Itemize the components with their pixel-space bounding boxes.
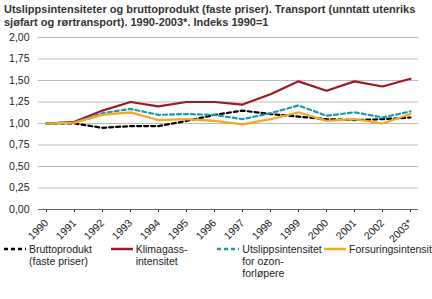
- svg-text:2003*: 2003*: [386, 217, 414, 243]
- html-text:Utslippsintensitet for ozon-fo: Utslippsintensitet for ozon-forløpere: [242, 243, 322, 279]
- svg-text:2000: 2000: [305, 217, 330, 242]
- svg-text:1,50: 1,50: [9, 74, 30, 86]
- html-text:Utslippsintensiteter og brutto: Utslippsintensiteter og bruttoprodukt (f…: [4, 3, 416, 28]
- svg-text:1,75: 1,75: [9, 52, 30, 64]
- svg-text:1994: 1994: [137, 217, 162, 242]
- svg-text:1993: 1993: [109, 217, 134, 242]
- html-text:Klimagass-intensitet: Klimagass-intensitet: [135, 243, 188, 267]
- svg-text:2,00: 2,00: [9, 31, 30, 43]
- svg-text:1992: 1992: [81, 217, 106, 242]
- svg-text:0,50: 0,50: [9, 160, 30, 172]
- svg-text:0,75: 0,75: [9, 138, 30, 150]
- svg-text:1,25: 1,25: [9, 95, 30, 107]
- svg-text:2002: 2002: [361, 217, 386, 242]
- html-text:Bruttoprodukt (faste priser): Bruttoprodukt (faste priser): [29, 243, 92, 267]
- svg-text:1995: 1995: [165, 217, 190, 242]
- svg-text:0,25: 0,25: [9, 181, 30, 193]
- svg-text:1991: 1991: [53, 217, 78, 242]
- svg-text:2001: 2001: [333, 217, 358, 242]
- svg-text:1999: 1999: [277, 217, 302, 242]
- svg-text:1990: 1990: [25, 217, 50, 242]
- svg-text:1996: 1996: [193, 217, 218, 242]
- svg-text:0,00: 0,00: [9, 203, 30, 215]
- svg-text:1998: 1998: [249, 217, 274, 242]
- svg-text:1,00: 1,00: [9, 117, 30, 129]
- svg-text:1997: 1997: [221, 217, 246, 242]
